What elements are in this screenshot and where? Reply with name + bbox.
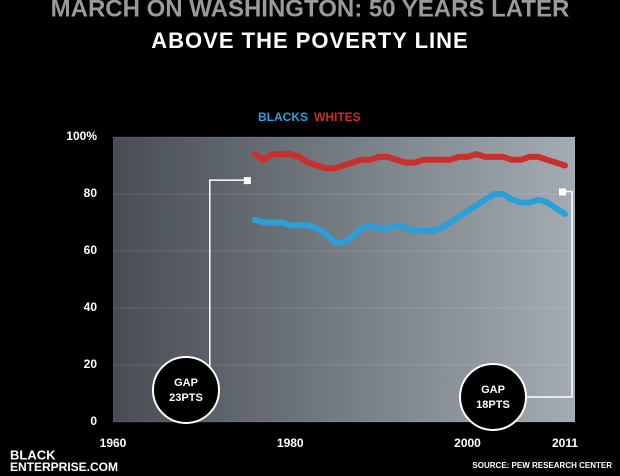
legend-entry: WHITES (314, 110, 361, 124)
chart-title: ABOVE THE POVERTY LINE (151, 28, 468, 53)
gap-bracket (493, 190, 573, 398)
bracket-end (559, 188, 566, 196)
y-tick-label: 60 (84, 243, 98, 257)
y-tick-label: 80 (84, 186, 98, 200)
x-tick-label: 2000 (454, 436, 481, 450)
annotation: GAP (174, 377, 198, 389)
x-tick-label: 1960 (100, 436, 127, 450)
brand: BLACK (10, 447, 56, 462)
gap-circle (459, 363, 527, 431)
y-tick-label: 100% (66, 129, 97, 143)
gap-circle (152, 356, 220, 424)
annotation: GAP (481, 384, 505, 396)
series-line (251, 151, 568, 172)
annotation: 18PTS (476, 399, 510, 411)
brand: ENTERPRISE.COM (10, 460, 118, 474)
header: MARCH ON WASHINGTON: 50 YEARS LATER (51, 0, 570, 22)
y-tick-label: 20 (84, 357, 98, 371)
bracket-end (243, 177, 251, 185)
annotation: 23PTS (169, 392, 203, 404)
legend-entry: BLACKS (258, 110, 308, 124)
x-tick-label: 1980 (277, 436, 304, 450)
y-tick-label: 40 (84, 300, 98, 314)
series-line (251, 191, 568, 246)
source: SOURCE: PEW RESEARCH CENTER (472, 461, 612, 470)
x-tick-label: 2011 (552, 436, 578, 450)
legend: BLACKS WHITES (258, 110, 361, 124)
y-tick-label: 0 (90, 414, 97, 428)
